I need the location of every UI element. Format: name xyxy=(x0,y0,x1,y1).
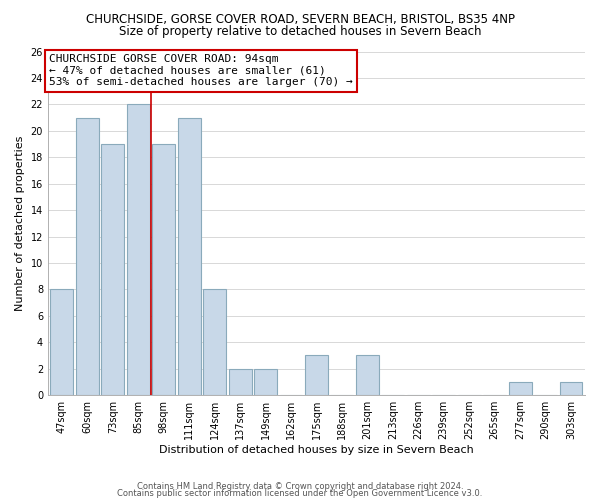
Text: Contains public sector information licensed under the Open Government Licence v3: Contains public sector information licen… xyxy=(118,490,482,498)
Bar xyxy=(50,290,73,395)
Bar xyxy=(305,356,328,395)
Y-axis label: Number of detached properties: Number of detached properties xyxy=(15,136,25,311)
Text: CHURCHSIDE, GORSE COVER ROAD, SEVERN BEACH, BRISTOL, BS35 4NP: CHURCHSIDE, GORSE COVER ROAD, SEVERN BEA… xyxy=(86,12,515,26)
Bar xyxy=(152,144,175,395)
Bar xyxy=(203,290,226,395)
Bar xyxy=(560,382,583,395)
Bar xyxy=(356,356,379,395)
Text: Contains HM Land Registry data © Crown copyright and database right 2024.: Contains HM Land Registry data © Crown c… xyxy=(137,482,463,491)
Text: CHURCHSIDE GORSE COVER ROAD: 94sqm
← 47% of detached houses are smaller (61)
53%: CHURCHSIDE GORSE COVER ROAD: 94sqm ← 47%… xyxy=(49,54,353,88)
Bar xyxy=(509,382,532,395)
Bar xyxy=(101,144,124,395)
Bar xyxy=(76,118,99,395)
Bar xyxy=(127,104,150,395)
Bar xyxy=(178,118,200,395)
Text: Size of property relative to detached houses in Severn Beach: Size of property relative to detached ho… xyxy=(119,25,481,38)
Bar xyxy=(254,368,277,395)
X-axis label: Distribution of detached houses by size in Severn Beach: Distribution of detached houses by size … xyxy=(159,445,474,455)
Bar xyxy=(229,368,251,395)
